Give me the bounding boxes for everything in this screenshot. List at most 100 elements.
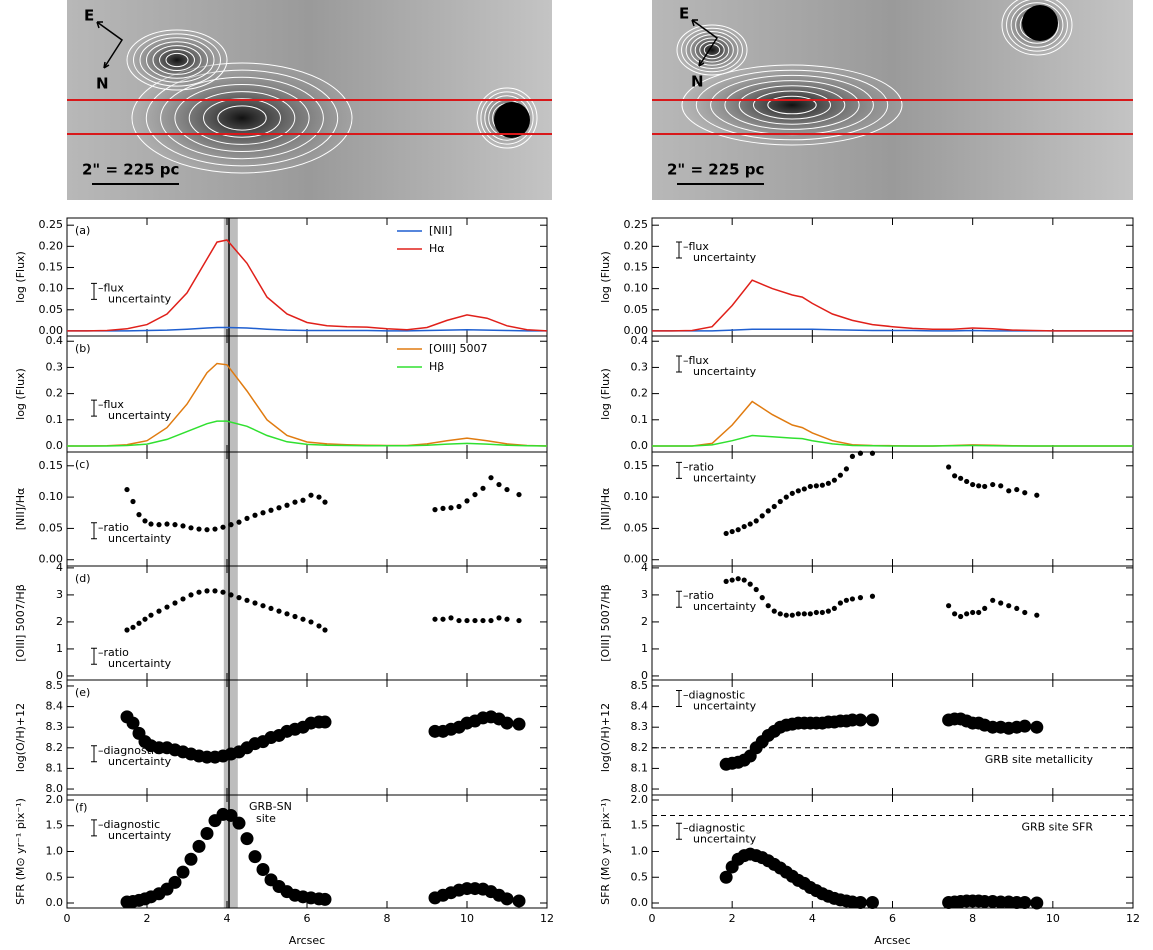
site-band	[224, 680, 238, 795]
point	[736, 527, 741, 532]
note-text: uncertainty	[108, 532, 172, 545]
point	[244, 516, 249, 521]
point	[249, 850, 262, 863]
uncertainty-bar	[91, 523, 97, 539]
point	[319, 893, 332, 906]
y-tick-label: 0.5	[46, 870, 64, 883]
point	[233, 817, 246, 830]
uncertainty-bar	[91, 283, 97, 299]
point	[180, 523, 185, 528]
y-tick-label: 0.05	[624, 303, 649, 316]
point	[832, 478, 837, 483]
scale-label: 2" = 225 pc	[82, 161, 179, 179]
series-line	[652, 280, 1133, 331]
point	[220, 590, 225, 595]
point	[826, 481, 831, 486]
panel: 0.000.050.100.15[NII]/Hα(c)–ratiouncerta…	[14, 452, 547, 566]
y-tick-label: 8.5	[631, 679, 649, 692]
point	[124, 627, 129, 632]
axes-frame	[652, 452, 1133, 566]
y-tick-label: 0.0	[46, 896, 64, 909]
point	[268, 606, 273, 611]
y-tick-label: 1.5	[46, 819, 64, 832]
point	[220, 525, 225, 530]
point	[504, 487, 509, 492]
point	[982, 606, 987, 611]
point	[1018, 720, 1031, 733]
y-axis-label: SFR (M⊙ yr⁻¹ pix⁻¹)	[599, 798, 612, 905]
x-tick-label: 10	[460, 912, 474, 925]
y-tick-label: 1.5	[631, 819, 649, 832]
point	[148, 521, 153, 526]
point	[838, 600, 843, 605]
point	[516, 492, 521, 497]
panel: 0.00.10.20.30.4log (Flux)(b)–fluxuncerta…	[14, 334, 547, 452]
compass-east: E	[84, 7, 94, 25]
x-tick-label: 12	[1126, 912, 1140, 925]
x-tick-label: 4	[224, 912, 231, 925]
y-axis-label: [OIII] 5007/Hβ	[14, 584, 27, 661]
point	[440, 506, 445, 511]
point	[504, 617, 509, 622]
point	[976, 610, 981, 615]
y-tick-label: 0.15	[624, 260, 649, 273]
y-tick-label: 0.20	[624, 239, 649, 252]
y-tick-label: 0.1	[631, 413, 649, 426]
y-tick-label: 2	[641, 615, 648, 628]
series-line	[67, 364, 547, 447]
reference-label: GRB site metallicity	[985, 753, 1094, 766]
point	[820, 610, 825, 615]
point	[832, 606, 837, 611]
point	[260, 603, 265, 608]
point	[252, 600, 257, 605]
point	[970, 482, 975, 487]
point	[196, 526, 201, 531]
point	[990, 598, 995, 603]
point	[998, 483, 1003, 488]
uncertainty-bar	[676, 591, 682, 607]
point	[480, 486, 485, 491]
point	[228, 522, 233, 527]
point	[480, 618, 485, 623]
y-tick-label: 0.10	[624, 282, 649, 295]
point	[204, 527, 209, 532]
point	[820, 483, 825, 488]
y-tick-label: 8.1	[46, 761, 64, 774]
uncertainty-bar	[676, 823, 682, 839]
point	[946, 603, 951, 608]
axes-frame	[652, 795, 1133, 908]
y-axis-label: log (Flux)	[599, 251, 612, 303]
y-axis-label: log (Flux)	[599, 368, 612, 420]
point	[870, 594, 875, 599]
y-axis-label: log(O/H)+12	[599, 703, 612, 772]
note-text: uncertainty	[693, 600, 757, 613]
site-band	[224, 452, 238, 566]
point	[193, 840, 206, 853]
y-tick-label: 0.15	[624, 459, 649, 472]
point	[850, 454, 855, 459]
y-tick-label: 0.4	[631, 334, 649, 347]
panel-label: (a)	[75, 224, 90, 237]
galaxy-image: EN2" = 225 pc	[652, 0, 1133, 200]
y-tick-label: 1	[641, 642, 648, 655]
point	[866, 896, 879, 909]
point	[838, 473, 843, 478]
y-tick-label: 0.05	[39, 521, 64, 534]
point	[1030, 721, 1043, 734]
y-tick-label: 8.2	[46, 741, 64, 754]
point	[322, 500, 327, 505]
point	[169, 876, 182, 889]
y-axis-label: log (Flux)	[14, 251, 27, 303]
note-text: uncertainty	[108, 755, 172, 768]
panel: 0.000.050.100.150.200.25log (Flux)(a)–fl…	[14, 218, 547, 337]
compass-east: E	[679, 5, 689, 23]
point	[790, 613, 795, 618]
note-text: uncertainty	[693, 471, 757, 484]
x-tick-label: 8	[969, 912, 976, 925]
point	[964, 611, 969, 616]
point	[448, 615, 453, 620]
point	[276, 505, 281, 510]
y-tick-label: 0.05	[624, 521, 649, 534]
point	[148, 613, 153, 618]
